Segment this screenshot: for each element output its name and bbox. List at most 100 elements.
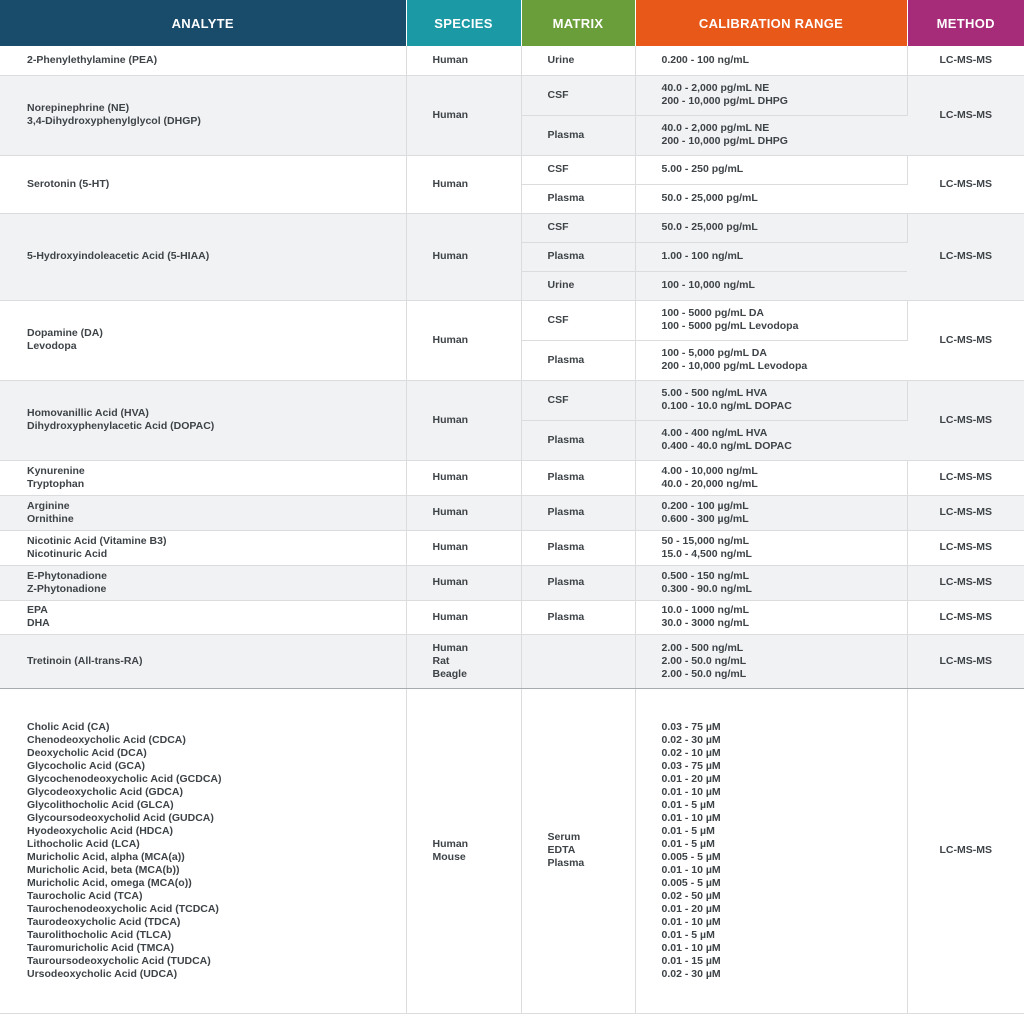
calibration-range-cell: 0.500 - 150 ng/mL 0.300 - 90.0 ng/mL (635, 565, 908, 601)
analyte-line: Glycocholic Acid (GCA) (27, 759, 146, 772)
matrix-line: Plasma (547, 471, 585, 483)
analyte-line: 2-Phenylethylamine (PEA) (27, 53, 158, 66)
matrix-line (548, 655, 635, 668)
table-row: E-Phytonadione Z-Phytonadione Human Plasma 0… (0, 565, 1024, 601)
range-line: 0.01 - 5 µM (661, 824, 715, 837)
matrix-line: Plasma (547, 857, 585, 869)
species-line: Human (432, 53, 469, 66)
matrix-cell: Plasma (521, 565, 636, 601)
analyte-line: Glycoursodeoxycholid Acid (GUDCA) (27, 811, 214, 824)
method-cell: LC-MS-MS (907, 213, 1024, 301)
species-header: SPECIES (406, 0, 522, 46)
range-line: 0.01 - 10 µM (661, 785, 721, 798)
calibration-range-cell: 5.00 - 500 ng/mL HVA 0.100 - 10.0 ng/mL D… (635, 380, 908, 421)
matrix-line: EDTA (547, 844, 576, 856)
analyte-line: Taurodeoxycholic Acid (TDCA) (27, 915, 181, 928)
species-line: Human (432, 177, 469, 190)
analyte-header: ANALYTE (0, 0, 407, 46)
range-line: 5.00 - 500 ng/mL HVA (661, 387, 768, 399)
analyte-line: Chenodeoxycholic Acid (CDCA) (27, 733, 186, 746)
range-line: 100 - 5000 pg/mL DA (661, 307, 765, 319)
range-line: 0.400 - 40.0 ng/mL DOPAC (661, 440, 792, 452)
analyte-cell: 5-Hydroxyindoleacetic Acid (5-HIAA) (0, 213, 407, 301)
range-line: 0.01 - 20 µM (661, 772, 721, 785)
species-line: Human (432, 576, 469, 588)
analyte-line: Glycochenodeoxycholic Acid (GCDCA) (27, 772, 222, 785)
species-cell: Human (406, 565, 522, 601)
calibration-range-cell: 0.200 - 100 µg/mL 0.600 - 300 µg/mL (635, 495, 908, 531)
calibration-range-cell: 40.0 - 2,000 pg/mL NE 200 - 10,000 pg/mL … (635, 75, 908, 116)
analyte-line: Hyodeoxycholic Acid (HDCA) (27, 824, 174, 837)
species-cell: Human (406, 300, 522, 381)
range-line: 0.200 - 100 ng/mL (661, 53, 750, 66)
range-line: 0.600 - 300 µg/mL (661, 512, 749, 525)
matrix-line: CSF (547, 88, 569, 101)
matrix-cell: Urine (521, 271, 636, 301)
analyte-cell: EPA DHA (0, 600, 407, 635)
table-row: Plasma 4.00 - 400 ng/mL HVA 0.400 - 40.0 n… (0, 420, 1024, 461)
table-row: 5-Hydroxyindoleacetic Acid (5-HIAA) Human… (0, 213, 1024, 301)
analyte-line: DHA (27, 617, 50, 629)
species-cell: Human (406, 460, 522, 496)
species-cell: Human (406, 495, 522, 531)
species-cell: Human (406, 46, 522, 76)
calibration-range-cell: 0.200 - 100 ng/mL (635, 46, 908, 76)
matrix-cell: Plasma (521, 495, 636, 531)
matrix-line: Plasma (547, 353, 585, 366)
analyte-line: 5-Hydroxyindoleacetic Acid (5-HIAA) (27, 250, 210, 262)
matrix-cell: Plasma (521, 184, 636, 214)
range-line: 0.01 - 20 µM (661, 902, 721, 915)
matrix-line: Plasma (547, 250, 585, 262)
species-line: Human (432, 837, 469, 850)
range-line: 0.02 - 30 µM (661, 733, 721, 746)
analyte-line: Kynurenine (27, 464, 85, 477)
range-line: 0.005 - 5 µM (661, 876, 721, 889)
matrix-line: Plasma (547, 610, 585, 623)
range-line: 5.00 - 250 pg/mL (661, 163, 744, 175)
analyte-line: Tauroursodeoxycholic Acid (TUDCA) (27, 954, 211, 967)
analyte-line: Muricholic Acid, beta (MCA(b)) (27, 863, 180, 876)
analyte-line: Taurocholic Acid (TCA) (27, 889, 143, 902)
calibration-range-cell: 100 - 10,000 ng/mL (635, 271, 907, 301)
range-line: 40.0 - 20,000 ng/mL (661, 477, 758, 490)
analyte-cell: Serotonin (5-HT) (0, 155, 407, 214)
table-row: Plasma 100 - 5,000 pg/mL DA 200 - 10,000 p… (0, 340, 1024, 381)
method-cell: LC-MS-MS (907, 155, 1024, 214)
matrix-line: Plasma (547, 506, 585, 518)
analyte-cell: Homovanillic Acid (HVA) Dihydroxyphenylac… (0, 380, 407, 461)
matrix-cell: CSF (521, 300, 636, 341)
species-line: Human (432, 333, 469, 346)
matrix-cell: Plasma (521, 530, 636, 566)
analyte-line: Nicotinic Acid (Vitamine B3) (27, 534, 167, 547)
analyte-cell: Cholic Acid (CA) Chenodeoxycholic Acid (C… (0, 688, 407, 1014)
range-line: 0.300 - 90.0 ng/mL (661, 582, 752, 595)
method-cell: LC-MS-MS (907, 75, 1024, 156)
analyte-line: Norepinephrine (NE) (27, 102, 130, 114)
range-line: 2.00 - 50.0 ng/mL (661, 654, 747, 667)
calibration-range-cell: 10.0 - 1000 ng/mL 30.0 - 3000 ng/mL (635, 600, 908, 635)
analyte-line: Deoxycholic Acid (DCA) (27, 746, 147, 759)
analyte-line: Muricholic Acid, alpha (MCA(a)) (27, 850, 185, 863)
range-line: 0.01 - 10 µM (661, 811, 721, 824)
analyte-line: Ornithine (27, 512, 74, 525)
matrix-line: Plasma (547, 433, 585, 446)
method-cell: LC-MS-MS (907, 688, 1024, 1014)
analyte-line: Dihydroxyphenylacetic Acid (DOPAC) (27, 420, 215, 432)
range-line: 0.01 - 10 µM (661, 915, 721, 928)
method-cell: LC-MS-MS (907, 634, 1024, 689)
range-line: 30.0 - 3000 ng/mL (661, 617, 750, 629)
analyte-line: Nicotinuric Acid (27, 547, 108, 560)
species-cell: Human (406, 600, 522, 635)
analyte-cell: E-Phytonadione Z-Phytonadione (0, 565, 407, 601)
range-line: 0.500 - 150 ng/mL (661, 569, 750, 582)
range-line: 0.02 - 10 µM (661, 746, 721, 759)
table-row: Nicotinic Acid (Vitamine B3) Nicotinuric … (0, 530, 1024, 566)
range-line: 0.01 - 15 µM (661, 954, 721, 967)
species-line: Human (432, 108, 469, 121)
matrix-line: Urine (547, 53, 575, 66)
matrix-cell (521, 634, 636, 689)
range-line: 4.00 - 400 ng/mL HVA (661, 427, 768, 439)
matrix-line: Urine (547, 279, 575, 291)
method-cell: LC-MS-MS (907, 530, 1024, 566)
analyte-line: Glycodeoxycholic Acid (GDCA) (27, 785, 183, 798)
